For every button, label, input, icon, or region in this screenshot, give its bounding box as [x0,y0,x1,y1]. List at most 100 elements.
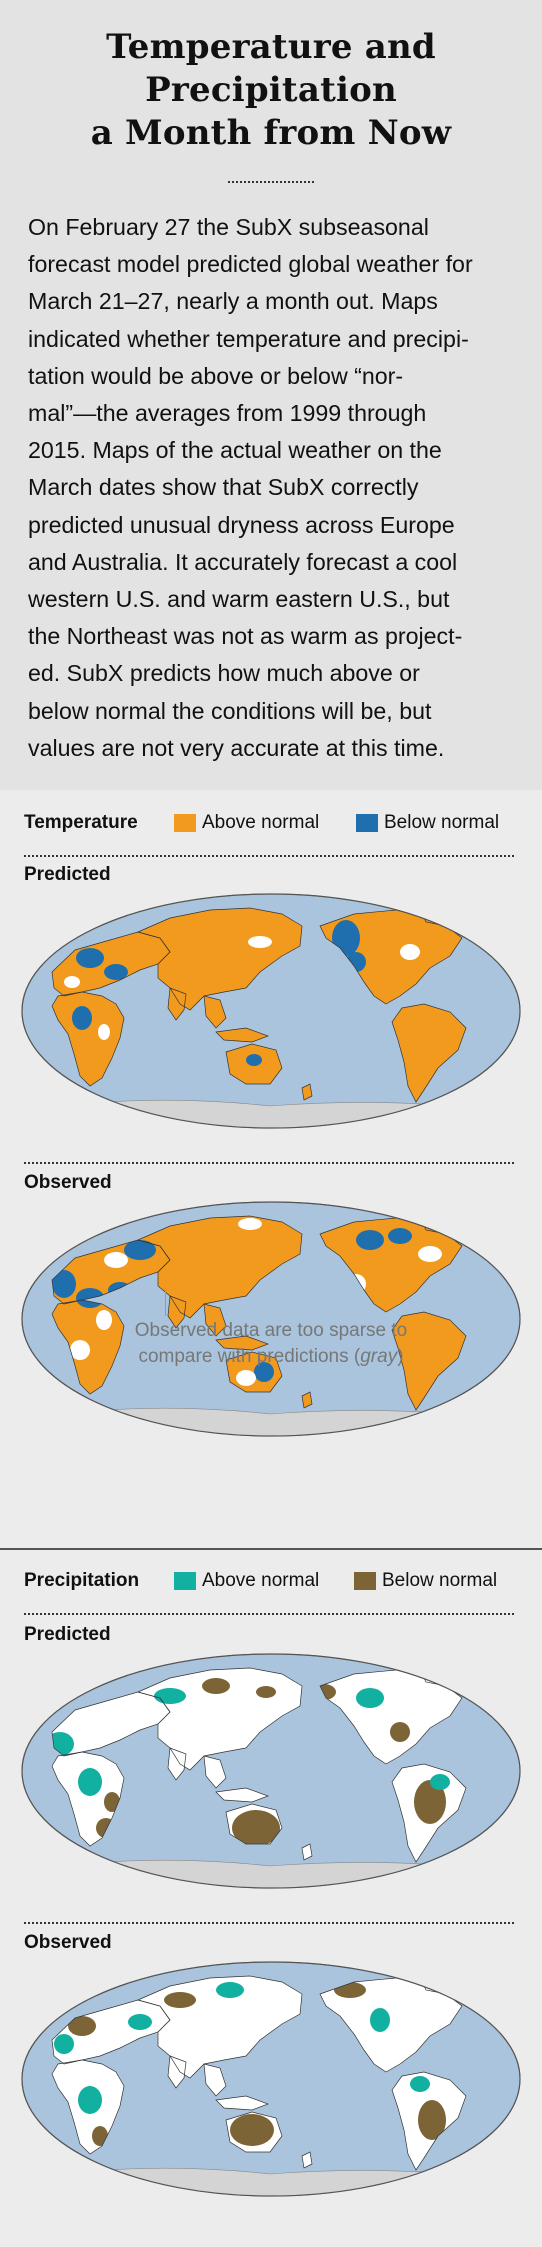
land-outline-samerica [391,1003,467,1103]
land-outline-africa [51,2059,125,2155]
land-outline-asia [136,907,303,1011]
land-outline-australia [225,2111,283,2153]
temperature-legend-above: Above normal [174,812,319,834]
anomaly-region [54,2034,74,2054]
intro-line: western U.S. and warm eastern U.S., but [28,586,450,613]
temperature-title: Temperature [24,812,138,833]
intro-line: 2015. Maps of the actual weather on the [28,437,442,464]
anomaly-region [124,1240,156,1260]
anomaly-region [430,1774,450,1790]
anomaly-region [202,1678,230,1694]
anomaly-region [72,1006,92,1030]
anomaly-region [390,1722,410,1742]
land-outline-samerica [391,2071,467,2171]
legend-label: Below normal [382,1570,498,1591]
land-outline-nz [301,1083,313,1101]
land-outline-europe [51,1999,171,2065]
anomaly-region [400,944,420,960]
intro-line: mal”—the averages from 1999 through [28,400,427,427]
anomaly-region [370,2008,390,2032]
title-line: Precipitation [145,70,397,110]
anomaly-region [232,1810,280,1846]
prec-predicted-label: Predicted [24,1624,111,1645]
land-outline-asia [136,1667,303,1771]
land-outline-seasia [203,1303,227,1337]
anomaly-region [246,1054,262,1066]
land-outline-india [167,1747,187,1781]
note-line: Observed data are too sparse to [134,1320,408,1341]
anomaly-region [414,1780,446,1824]
intro-line: predicted unusual dryness across Europe [28,511,455,538]
intro-line: March 21–27, nearly a month out. Maps [28,288,438,315]
land-outline-australia [225,1043,283,1085]
land-outline-seasia [203,2063,227,2097]
section-divider [24,1162,514,1164]
above-normal-swatch [174,1572,196,1590]
anomaly-region [230,2114,274,2146]
intro-line: and Australia. It accurately forecast a … [28,548,458,575]
precipitation-legend-below: Below normal [354,1570,497,1592]
anomaly-region [104,1792,120,1812]
anomaly-region [356,1688,384,1708]
anomaly-region [68,2016,96,2036]
anomaly-region [78,2086,102,2114]
title-divider [228,181,314,183]
intro-line: indicated whether temperature and precip… [28,325,469,352]
intro-line: ed. SubX predicts how much above or [28,660,420,687]
legend-label: Below normal [384,812,500,833]
anomaly-region [52,1270,76,1298]
land-outline-india [167,987,187,1021]
anomaly-region [418,1246,442,1262]
anomaly-region [388,1228,412,1244]
legend-label: Above normal [202,1570,320,1591]
land-outline-samerica [391,1311,467,1411]
anomaly-region [76,948,104,968]
page-title: Temperature and Precipitation a Month fr… [0,26,542,155]
intro-line: tation would be above or below “nor- [28,362,404,389]
below-normal-swatch [356,814,378,832]
land-outline-nz [301,1843,313,1861]
land-outline-samerica [391,1763,467,1863]
land-outline-indo [215,1335,270,1351]
anomaly-region [128,2014,152,2030]
land-outline-africa [51,1751,125,1847]
land-outline-europe [51,931,171,997]
land-outline-indo [215,1787,270,1803]
intro-paragraph: On February 27 the SubX subseasonal fore… [28,209,518,767]
prec-predicted-map [21,1653,521,1889]
header-panel: Temperature and Precipitation a Month fr… [0,0,542,790]
intro-line: forecast model predicted global weather … [28,251,473,278]
section-divider [24,1922,514,1924]
anomaly-region [356,1230,384,1250]
intro-line: values are not very accurate at this tim… [28,734,445,761]
above-normal-swatch [174,814,196,832]
anomaly-region [104,1252,128,1268]
land-outline-asia [136,1215,303,1319]
temp-observed-map [21,1201,521,1437]
section-divider [24,855,514,857]
land-outline-nz [301,1391,313,1409]
intro-line: below normal the conditions will be, but [28,697,432,724]
intro-line: the Northeast was not as warm as project… [28,623,463,650]
anomaly-region [70,1340,90,1360]
anomaly-region [254,1362,274,1382]
anomaly-region [236,1370,256,1386]
section-divider [24,1613,514,1615]
land-outline-seasia [203,995,227,1029]
temp-observed-label: Observed [24,1172,112,1193]
note-pointer [165,1288,166,1316]
note-line: compare with predictions (gray) [0,1344,542,1370]
section-separator [0,1548,542,1550]
sparse-data-note: Observed data are too sparse to compare … [0,1318,542,1370]
note-gray-word: gray [360,1346,398,1367]
title-line: a Month from Now [90,113,452,153]
temperature-legend-below: Below normal [356,812,499,834]
note-text: compare with predictions ( [138,1346,361,1367]
land-outline-seasia [203,1755,227,1789]
anomaly-region [256,1686,276,1698]
anomaly-region [238,1218,262,1230]
precipitation-legend-above: Above normal [174,1570,319,1592]
land-outline-europe [51,1691,171,1757]
anomaly-region [410,2076,430,2092]
land-outline-europe [51,1239,171,1305]
